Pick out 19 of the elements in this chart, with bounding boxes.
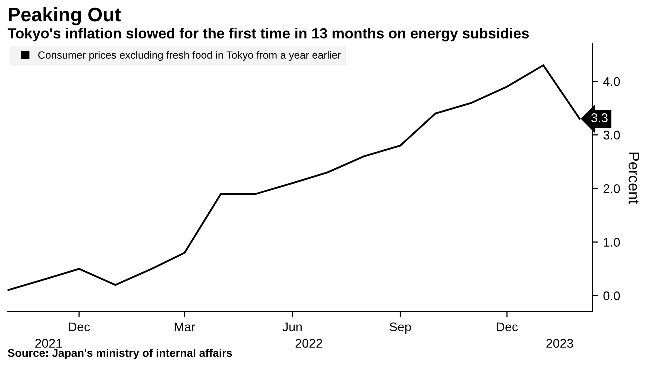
chart-title: Peaking Out [9, 7, 122, 26]
x2-tick-label: 2021 [36, 339, 62, 348]
y-tick-label: 0.0 [604, 292, 620, 301]
y-tick-label: 4.0 [604, 77, 620, 86]
y-tick-label: 3.0 [604, 130, 620, 140]
legend-label: Consumer prices excluding fresh food in Tokyo from a year earlier [38, 51, 342, 62]
x-tick-label: Dec [69, 322, 90, 332]
source-note: Source: Japan's ministry of internal affairs [8, 348, 232, 360]
y-tick-label: 2.0 [604, 184, 620, 194]
x-tick-label: Jun [282, 322, 302, 332]
x2-tick-label: 2022 [296, 339, 322, 348]
x-tick-label: Dec [497, 322, 518, 332]
chart-subtitle: Tokyo's inflation slowed for the first time in 13 months on energy subsidies [8, 28, 530, 42]
data-label: 3.3 [591, 114, 608, 122]
y-axis-title: Percent [628, 152, 640, 204]
x2-tick-label: 2023 [546, 339, 574, 348]
x-tick-label: Mar [175, 322, 196, 332]
y-tick-label: 1.0 [604, 238, 620, 247]
x-tick-label: Sep [390, 322, 412, 334]
